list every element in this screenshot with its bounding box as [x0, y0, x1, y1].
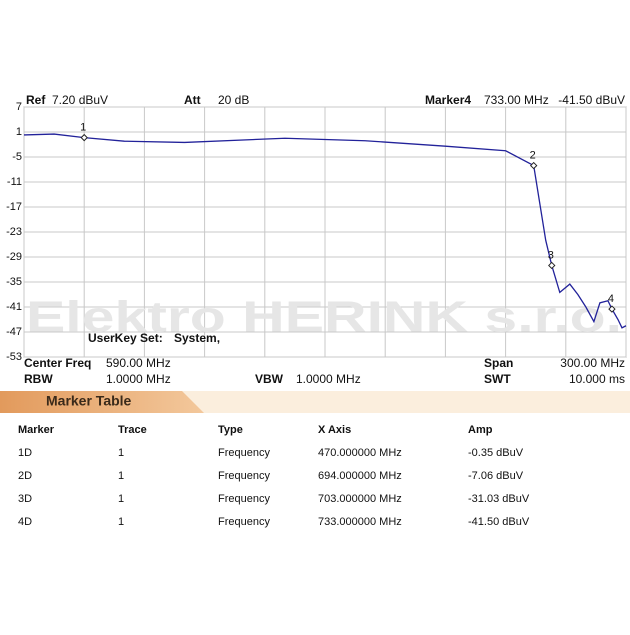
userkey-label: UserKey Set: — [88, 331, 163, 345]
table-cell: Frequency — [218, 516, 270, 528]
table-cell: 1D — [18, 447, 32, 459]
table-cell: 694.000000 MHz — [318, 470, 402, 482]
userkey-value: System, — [174, 331, 220, 345]
table-cell: -0.35 dBuV — [468, 447, 524, 459]
table-cell: 470.000000 MHz — [318, 447, 402, 459]
table-cell: 733.000000 MHz — [318, 516, 402, 528]
marker-point — [608, 305, 616, 313]
table-cell: -31.03 dBuV — [468, 493, 530, 505]
y-tick-label: -29 — [6, 251, 22, 263]
y-tick-label: -11 — [7, 176, 22, 188]
marker-label: 2 — [530, 149, 536, 161]
y-tick-label: -23 — [6, 226, 22, 238]
table-header: Amp — [468, 424, 493, 436]
watermark: Elektro HERINK s.r.o. — [26, 293, 622, 342]
table-header: Marker — [18, 424, 55, 436]
table-cell: 1 — [118, 470, 124, 482]
ref-value: 7.20 dBuV — [52, 93, 108, 107]
swt-value: 10.000 ms — [569, 372, 625, 386]
swt-label: SWT — [484, 372, 511, 386]
table-cell: Frequency — [218, 447, 270, 459]
marker-freq: 733.00 MHz — [484, 93, 549, 107]
marker-label: 3 — [548, 249, 554, 261]
marker-amp: -41.50 dBuV — [558, 93, 625, 107]
span-label: Span — [484, 356, 513, 370]
table-cell: Frequency — [218, 493, 270, 505]
y-tick-label: -47 — [6, 326, 22, 338]
ref-label: Ref — [26, 93, 46, 107]
y-tick-label: -17 — [6, 201, 22, 213]
table-cell: 1 — [118, 516, 124, 528]
table-cell: 703.000000 MHz — [318, 493, 402, 505]
table-cell: 1 — [118, 447, 124, 459]
table-cell: 3D — [18, 493, 32, 505]
vbw-value: 1.0000 MHz — [296, 372, 361, 386]
y-tick-label: -41 — [6, 301, 22, 313]
y-tick-label: -53 — [6, 351, 22, 363]
att-label: Att — [184, 93, 201, 107]
rbw-label: RBW — [24, 372, 53, 386]
table-cell: 1 — [118, 493, 124, 505]
y-tick-label: -35 — [6, 276, 22, 288]
table-title: Marker Table — [46, 393, 132, 409]
rbw-value: 1.0000 MHz — [106, 372, 171, 386]
table-cell: -7.06 dBuV — [468, 470, 524, 482]
table-cell: -41.50 dBuV — [468, 516, 530, 528]
att-value: 20 dB — [218, 93, 249, 107]
marker-label: Marker4 — [425, 93, 471, 107]
center-label: Center Freq — [24, 356, 91, 370]
marker-label: 4 — [608, 293, 614, 305]
table-cell: 2D — [18, 470, 32, 482]
y-tick-label: -5 — [12, 151, 22, 163]
table-header: X Axis — [318, 424, 351, 436]
marker-point — [80, 133, 88, 142]
table-header: Type — [218, 424, 243, 436]
span-value: 300.00 MHz — [560, 356, 625, 370]
vbw-label: VBW — [255, 372, 284, 386]
table-header: Trace — [118, 424, 147, 436]
table-cell: 4D — [18, 516, 32, 528]
marker-point — [529, 161, 538, 170]
table-cell: Frequency — [218, 470, 270, 482]
marker-label: 1 — [80, 122, 86, 134]
center-value: 590.00 MHz — [106, 356, 171, 370]
y-tick-label: 7 — [16, 101, 22, 113]
marker-point — [548, 261, 556, 270]
banner — [0, 391, 204, 413]
y-tick-label: 1 — [16, 126, 22, 138]
